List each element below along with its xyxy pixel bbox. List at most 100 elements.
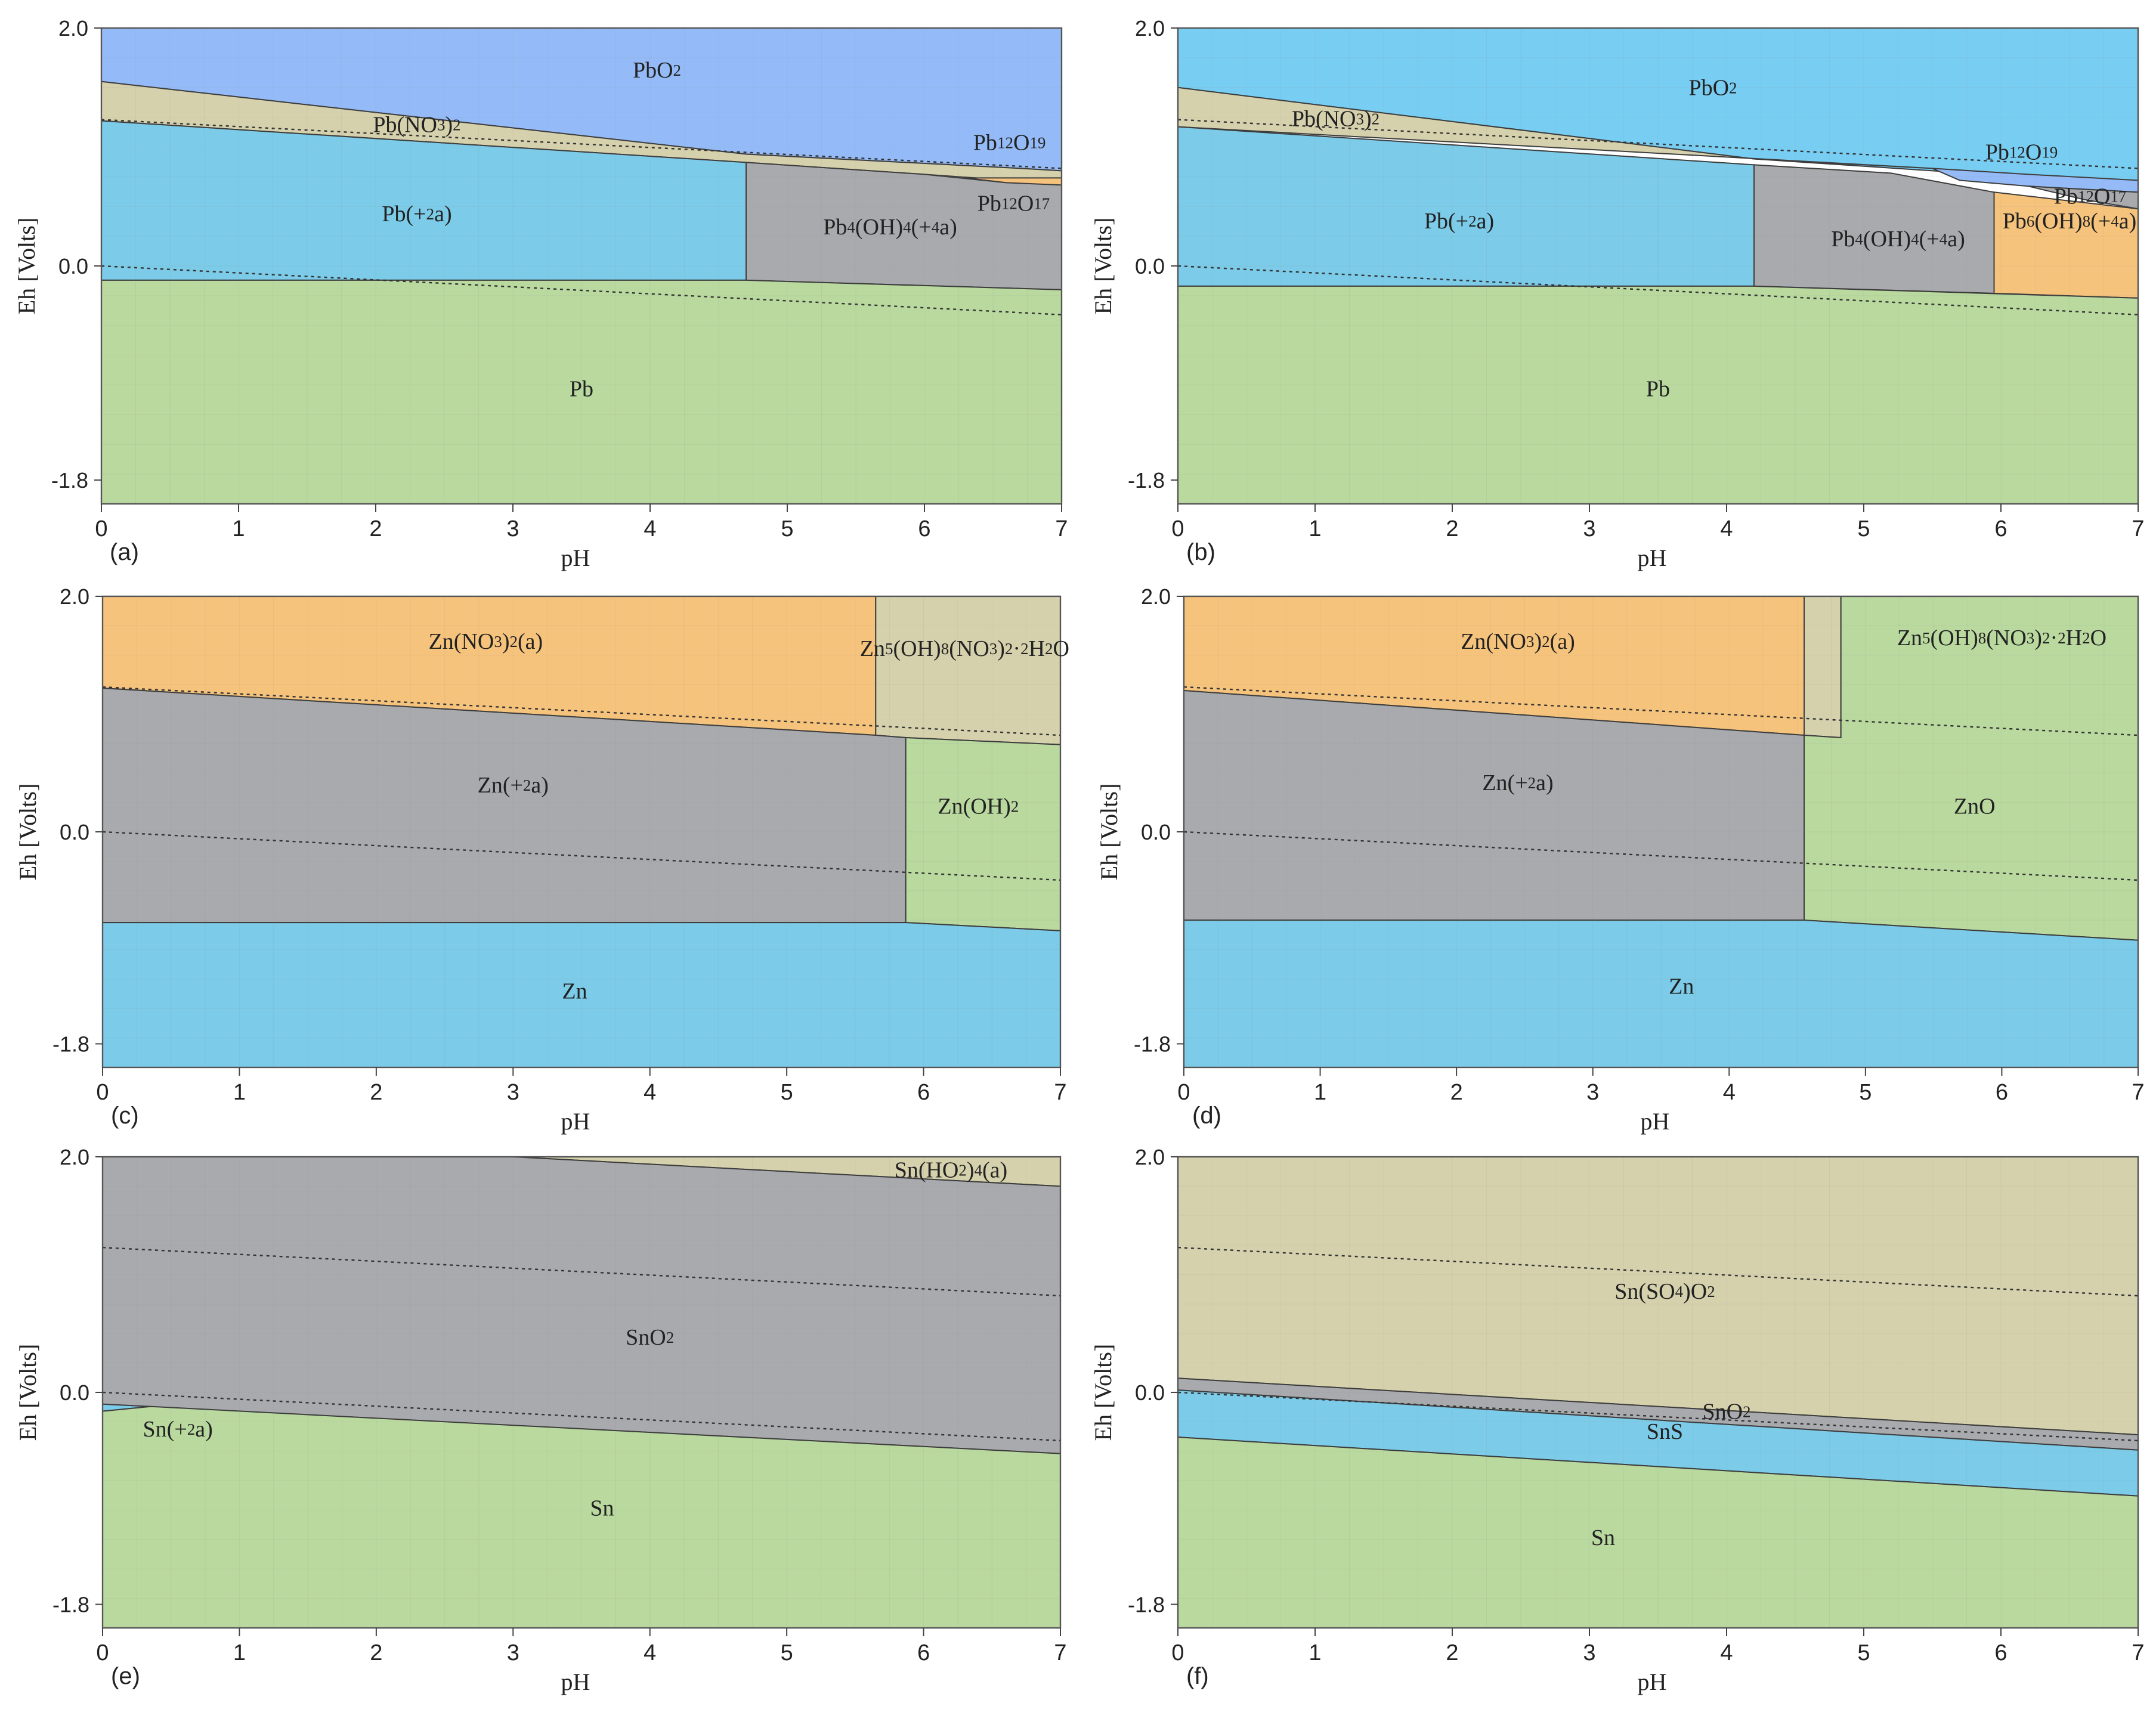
panel-label: (e)	[111, 1663, 140, 1689]
region-label: Pb(NO3)2	[1292, 106, 1379, 131]
y-tick-label: -1.8	[1128, 468, 1165, 493]
region-label: Pb(NO3)2	[373, 112, 460, 137]
grid	[1178, 28, 2138, 504]
x-tick-label: 7	[2132, 516, 2144, 541]
y-tick-label: -1.8	[51, 468, 88, 493]
region-label: Pb12O17	[2054, 184, 2127, 209]
y-axis-label: Eh [Volts]	[1090, 1344, 1116, 1441]
x-axis-label: pH	[1638, 544, 1667, 571]
x-tick-label: 4	[1723, 1080, 1736, 1105]
panel-label: (c)	[111, 1103, 139, 1129]
water-stability-line	[1177, 119, 2139, 169]
region-label: Pb4(OH)4(+4a)	[823, 215, 957, 240]
y-axis-label: Eh [Volts]	[14, 1344, 41, 1441]
x-tick-label: 4	[644, 1640, 656, 1665]
x-tick-label: 3	[507, 1080, 519, 1105]
water-stability-line	[102, 686, 1061, 736]
region-label: Pb12O17	[978, 191, 1050, 216]
region-label: Pb	[570, 376, 593, 401]
chart-panel: PbO2 Pb(NO3)2 Pb(+2a) Pb4(OH)4(+4a) Pb12O17 P…	[13, 16, 1068, 571]
stability-region	[1804, 596, 1842, 738]
x-tick-label: 1	[1309, 516, 1321, 541]
x-tick-label: 5	[781, 516, 793, 541]
region-label: Zn(OH)2	[938, 794, 1019, 819]
x-tick-label: 0	[96, 1080, 109, 1105]
x-tick-label: 7	[2132, 1640, 2144, 1665]
water-stability-line	[102, 1391, 1061, 1442]
region-label: Sn(+2a)	[143, 1417, 213, 1442]
x-tick-label: 4	[1720, 516, 1733, 541]
y-tick-label: 2.0	[58, 16, 88, 41]
x-tick-label: 2	[369, 516, 382, 541]
x-tick-label: 0	[96, 1640, 109, 1665]
x-tick-label: 0	[1171, 1640, 1184, 1665]
region-label: Pb12O19	[973, 130, 1046, 155]
y-tick-label: 2.0	[60, 584, 89, 609]
x-tick-label: 7	[2132, 1080, 2144, 1105]
x-tick-label: 3	[1583, 516, 1595, 541]
stability-region	[905, 737, 1061, 931]
x-tick-label: 3	[1586, 1080, 1599, 1105]
x-tick-label: 7	[1055, 516, 1068, 541]
chart-panel: Zn(NO3)2(a) Zn5(OH)8(NO3)2·2H2O Zn(+2a) ZnO…	[1096, 584, 2145, 1135]
x-tick-label: 6	[1994, 516, 2007, 541]
water-stability-line	[1177, 1391, 2139, 1442]
region-label: PbO2	[633, 58, 681, 83]
y-tick-label: 0.0	[1141, 820, 1171, 844]
region-label: Pb4(OH)4(+4a)	[1831, 227, 1965, 252]
region-label: SnO2	[1702, 1399, 1750, 1424]
x-axis-label: pH	[561, 544, 590, 571]
water-stability-line	[1183, 686, 2139, 736]
grid	[1184, 596, 2138, 1067]
y-tick-label: 0.0	[1135, 1380, 1165, 1405]
grid	[103, 596, 1060, 1067]
grid	[1178, 1157, 2138, 1628]
region-label: Pb(+2a)	[1424, 209, 1494, 234]
water-stability-line	[1183, 831, 2139, 881]
water-stability-line	[101, 265, 1062, 315]
x-tick-label: 1	[1314, 1080, 1326, 1105]
x-tick-label: 0	[95, 516, 107, 541]
x-tick-label: 2	[1446, 1640, 1458, 1665]
region-label: Zn	[1669, 974, 1694, 999]
region-label: Zn5(OH)8(NO3)2·2H2O	[1897, 626, 2106, 651]
region-label: Pb12O19	[1985, 140, 2058, 165]
y-axis-label: Eh [Volts]	[14, 784, 41, 881]
panel-label: (b)	[1186, 539, 1215, 565]
region-label: ZnO	[1954, 794, 1996, 819]
region-label: Pb	[1646, 376, 1670, 401]
x-tick-label: 3	[507, 1640, 519, 1665]
water-stability-line	[101, 119, 1062, 169]
x-axis-label: pH	[1641, 1108, 1670, 1135]
x-tick-label: 1	[233, 1080, 246, 1105]
x-tick-label: 7	[1054, 1640, 1066, 1665]
region-label: Pb(+2a)	[382, 202, 451, 227]
panel-label: (d)	[1192, 1103, 1221, 1129]
y-tick-label: 0.0	[58, 254, 88, 278]
region-label: Zn(NO3)2(a)	[429, 629, 543, 654]
x-axis-label: pH	[561, 1108, 590, 1135]
region-label: Zn5(OH)8(NO3)2·2H2O	[860, 636, 1069, 661]
region-label: PbO2	[1688, 75, 1737, 100]
y-axis-label: Eh [Volts]	[13, 218, 40, 315]
stability-region	[875, 596, 1061, 745]
x-tick-label: 6	[917, 1640, 930, 1665]
x-tick-label: 3	[1583, 1640, 1595, 1665]
y-tick-label: -1.8	[52, 1032, 89, 1057]
chart-panel: PbO2 Pb(NO3)2 Pb12O19 Pb12O17 Pb(+2a) Pb4(OH)…	[1090, 16, 2145, 571]
chart-panel: Zn(NO3)2(a) Zn5(OH)8(NO3)2·2H2OZn(+2a)Zn(…	[14, 584, 1069, 1135]
y-axis-label: Eh [Volts]	[1090, 218, 1116, 315]
x-axis-label: pH	[1638, 1668, 1667, 1695]
region-label: Sn	[1591, 1525, 1615, 1550]
region-label: Sn(SO4)O2	[1614, 1279, 1715, 1304]
water-stability-line	[102, 831, 1061, 881]
region-label: Pb6(OH)8(+4a)	[2003, 209, 2136, 234]
water-stability-line	[102, 1246, 1061, 1297]
x-tick-label: 2	[370, 1640, 382, 1665]
y-tick-label: 2.0	[60, 1145, 89, 1169]
x-tick-label: 6	[1994, 1640, 2007, 1665]
x-tick-label: 3	[506, 516, 519, 541]
x-tick-label: 1	[233, 1640, 246, 1665]
y-tick-label: 0.0	[60, 1380, 89, 1405]
panel-label: (a)	[110, 539, 139, 565]
